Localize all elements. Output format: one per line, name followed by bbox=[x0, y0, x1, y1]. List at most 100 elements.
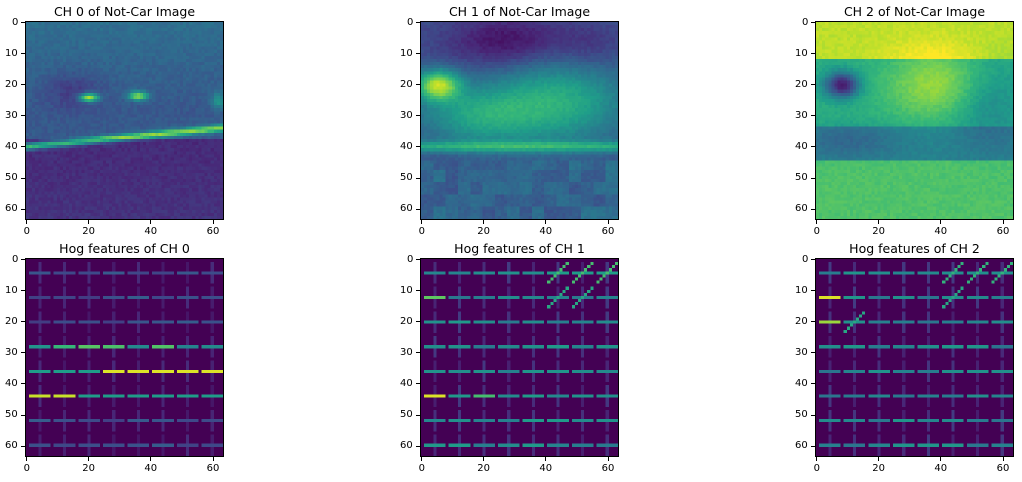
y-tick-label: 20 bbox=[5, 78, 18, 90]
y-tick-label: 0 bbox=[407, 16, 414, 28]
x-tick-mark bbox=[940, 220, 942, 224]
x-tick-mark bbox=[150, 457, 152, 461]
y-tick-label: 10 bbox=[5, 47, 18, 59]
y-tick-label: 30 bbox=[5, 109, 18, 121]
x-tick-mark bbox=[421, 220, 423, 224]
x-tick-label: 20 bbox=[82, 463, 95, 474]
x-tick-mark bbox=[940, 457, 942, 461]
channel-image bbox=[421, 22, 618, 219]
y-tick-mark bbox=[21, 445, 25, 447]
x-tick-mark bbox=[1002, 457, 1004, 461]
x-tick-label: 40 bbox=[934, 463, 948, 474]
y-tick-mark bbox=[416, 259, 420, 261]
y-tick-mark bbox=[21, 22, 25, 24]
x-tick-mark bbox=[878, 220, 880, 224]
y-tick-label: 50 bbox=[5, 409, 18, 421]
y-tick-mark bbox=[416, 383, 420, 385]
hog-plot-ch0 bbox=[25, 258, 224, 457]
x-tick-label: 60 bbox=[996, 463, 1010, 474]
y-tick-label: 0 bbox=[802, 253, 809, 265]
y-tick-mark bbox=[21, 84, 25, 86]
y-tick-label: 60 bbox=[5, 440, 18, 452]
y-tick-label: 50 bbox=[795, 172, 808, 184]
y-tick-mark bbox=[811, 22, 815, 24]
x-tick-mark bbox=[1002, 220, 1004, 224]
x-tick-mark bbox=[607, 457, 609, 461]
y-tick-mark bbox=[416, 208, 420, 210]
x-tick-label: 20 bbox=[477, 463, 490, 474]
x-tick-label: 20 bbox=[872, 226, 885, 237]
y-tick-mark bbox=[811, 290, 815, 292]
x-tick-label: 0 bbox=[23, 463, 30, 474]
y-tick-label: 20 bbox=[400, 78, 413, 90]
y-tick-label: 30 bbox=[795, 109, 808, 121]
y-tick-mark bbox=[811, 414, 815, 416]
y-tick-mark bbox=[811, 383, 815, 385]
x-tick-mark bbox=[878, 457, 880, 461]
x-tick-label: 60 bbox=[601, 463, 615, 474]
x-tick-mark bbox=[545, 220, 547, 224]
x-tick-mark bbox=[483, 220, 485, 224]
y-tick-label: 20 bbox=[400, 315, 413, 327]
x-tick-label: 20 bbox=[477, 226, 490, 237]
y-tick-label: 20 bbox=[795, 315, 808, 327]
y-tick-label: 50 bbox=[5, 172, 18, 184]
y-tick-mark bbox=[811, 208, 815, 210]
y-tick-label: 0 bbox=[407, 253, 414, 265]
y-tick-label: 40 bbox=[795, 377, 808, 389]
y-tick-label: 0 bbox=[802, 16, 809, 28]
y-tick-mark bbox=[811, 321, 815, 323]
panel-title: CH 2 of Not-Car Image bbox=[843, 4, 986, 19]
image-plot-ch1 bbox=[420, 21, 619, 220]
x-tick-mark bbox=[421, 457, 423, 461]
y-tick-mark bbox=[21, 177, 25, 179]
panel-title: CH 0 of Not-Car Image bbox=[53, 4, 196, 19]
hog-plot-ch1 bbox=[420, 258, 619, 457]
y-tick-mark bbox=[416, 22, 420, 24]
x-tick-mark bbox=[816, 457, 818, 461]
y-tick-label: 40 bbox=[400, 140, 413, 152]
x-tick-label: 0 bbox=[418, 463, 425, 474]
panel-title: Hog features of CH 2 bbox=[849, 241, 980, 256]
y-tick-mark bbox=[416, 414, 420, 416]
y-tick-label: 50 bbox=[400, 172, 413, 184]
x-tick-label: 40 bbox=[539, 463, 553, 474]
y-tick-label: 40 bbox=[400, 377, 413, 389]
y-tick-mark bbox=[21, 414, 25, 416]
y-tick-mark bbox=[416, 321, 420, 323]
y-tick-label: 10 bbox=[400, 47, 413, 59]
y-tick-label: 0 bbox=[12, 253, 19, 265]
y-tick-label: 40 bbox=[5, 377, 18, 389]
y-tick-mark bbox=[416, 115, 420, 117]
y-tick-label: 40 bbox=[5, 140, 18, 152]
hog-plot-ch2 bbox=[815, 258, 1014, 457]
x-tick-label: 60 bbox=[996, 226, 1010, 237]
y-tick-mark bbox=[416, 290, 420, 292]
y-tick-mark bbox=[811, 177, 815, 179]
panel-ch1-hog: Hog features of CH 1 0 20 40 60 0 10 20 30 40 50 6… bbox=[400, 241, 619, 474]
y-tick-mark bbox=[416, 84, 420, 86]
y-tick-label: 60 bbox=[795, 440, 808, 452]
y-tick-label: 10 bbox=[795, 47, 808, 59]
hog-image bbox=[26, 259, 223, 456]
y-tick-mark bbox=[21, 259, 25, 261]
y-tick-mark bbox=[416, 146, 420, 148]
y-tick-label: 10 bbox=[5, 284, 18, 296]
x-tick-label: 40 bbox=[144, 226, 158, 237]
y-tick-label: 10 bbox=[400, 284, 413, 296]
panel-ch2-image: CH 2 of Not-Car Image 0 20 40 60 0 10 20 30 40 50… bbox=[795, 4, 1014, 237]
y-tick-label: 30 bbox=[400, 109, 413, 121]
y-tick-mark bbox=[21, 383, 25, 385]
y-tick-mark bbox=[811, 84, 815, 86]
panel-title: CH 1 of Not-Car Image bbox=[448, 4, 591, 19]
channel-image bbox=[816, 22, 1013, 219]
y-tick-label: 20 bbox=[5, 315, 18, 327]
x-tick-label: 0 bbox=[23, 226, 30, 237]
x-tick-mark bbox=[88, 220, 90, 224]
y-tick-mark bbox=[416, 445, 420, 447]
image-plot-ch2 bbox=[815, 21, 1014, 220]
y-tick-mark bbox=[416, 177, 420, 179]
x-tick-label: 40 bbox=[144, 463, 158, 474]
y-tick-mark bbox=[21, 321, 25, 323]
x-tick-mark bbox=[212, 457, 214, 461]
